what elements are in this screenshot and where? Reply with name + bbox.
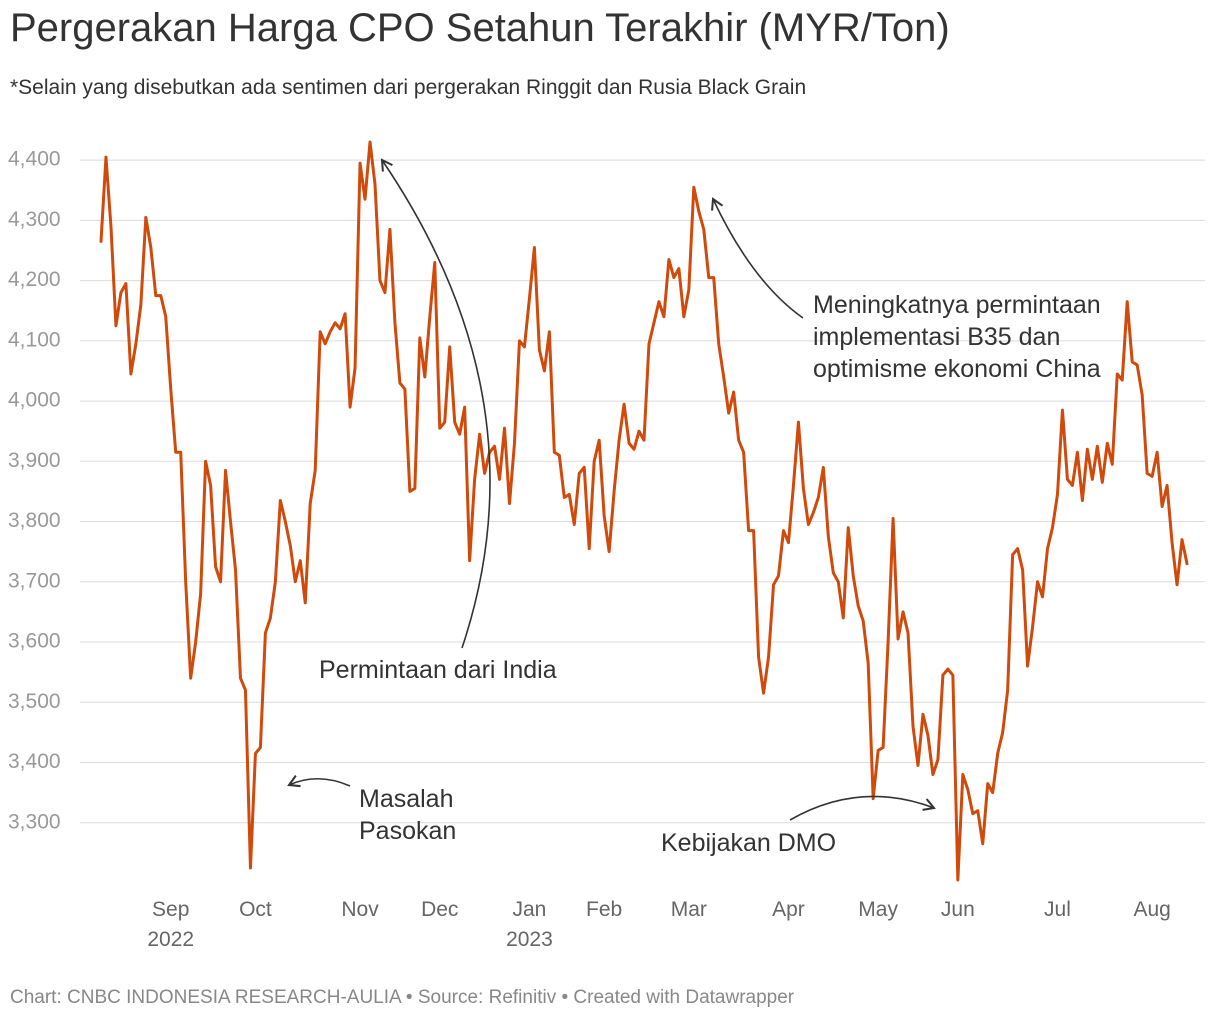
arrow (380, 158, 491, 649)
annotation: Permintaan dari India (319, 656, 557, 684)
y-tick-label: 4,400 (8, 148, 61, 171)
annotation: Masalah Pasokan (359, 785, 457, 845)
x-tick-label: Sep 2022 (147, 898, 195, 951)
chart-footer: Chart: CNBC INDONESIA RESEARCH-AULIA • S… (10, 987, 795, 1008)
y-tick-label: 4,000 (8, 389, 61, 412)
x-tick-label: Apr (772, 898, 805, 921)
x-tick-label: May (858, 898, 898, 921)
y-tick-label: 4,300 (8, 208, 61, 231)
annotation: Meningkatnya permintaan implementasi B35… (813, 291, 1101, 383)
y-tick-label: 3,500 (8, 690, 61, 713)
arrow (711, 197, 804, 319)
arrow (789, 795, 936, 821)
x-tick-label: Nov (341, 898, 379, 921)
x-tick-label: Jan 2023 (506, 898, 553, 951)
x-tick-label: Jul (1044, 898, 1071, 921)
chart-subtitle: *Selain yang disebutkan ada sentimen dar… (10, 76, 807, 99)
x-tick-label: Jun (940, 898, 975, 921)
y-tick-label: 3,400 (8, 750, 61, 773)
y-tick-label: 4,200 (8, 268, 61, 291)
y-tick-label: 3,800 (8, 509, 61, 532)
y-tick-label: 3,700 (8, 569, 61, 592)
chart-title: Pergerakan Harga CPO Setahun Terakhir (M… (10, 6, 950, 50)
y-tick-label: 3,300 (8, 810, 61, 833)
plot (99, 140, 1189, 882)
x-tick-label: Mar (670, 898, 707, 921)
y-tick-label: 3,900 (8, 449, 61, 472)
arrow (287, 775, 351, 788)
y-tick-label: 3,600 (8, 630, 61, 653)
x-tick-label: Dec (421, 898, 459, 921)
grid: 3,300 3,400 3,500 3,600 3,700 3,800 3,900 4,000… (8, 148, 1205, 833)
x-tick-label: Aug (1133, 898, 1171, 921)
annotation: Kebijakan DMO (661, 829, 837, 857)
x-tick-label: Oct (239, 898, 272, 921)
x-tick-label: Feb (586, 898, 623, 921)
annotation-arrows (287, 158, 936, 821)
y-tick-label: 4,100 (8, 328, 61, 351)
price-line (99, 140, 1189, 882)
